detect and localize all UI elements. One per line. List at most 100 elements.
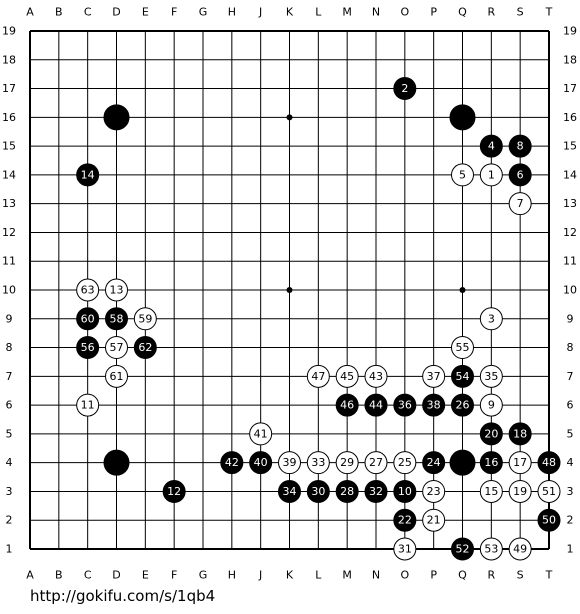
move-number: 10 (398, 485, 412, 498)
star-point (459, 287, 466, 293)
black-stone (449, 104, 476, 131)
column-label: M (342, 569, 352, 582)
move-number: 40 (254, 456, 268, 469)
black-stone (335, 479, 359, 503)
white-stone (393, 537, 417, 561)
row-label: 9 (6, 312, 13, 325)
row-label: 6 (567, 399, 574, 412)
move-number: 3 (488, 312, 495, 325)
move-number: 28 (340, 485, 354, 498)
white-stone (133, 307, 157, 331)
black-stone (451, 393, 474, 417)
move-number: 9 (488, 399, 495, 412)
row-label: 2 (567, 514, 574, 527)
black-stone (449, 449, 476, 476)
row-label: 1 (6, 543, 13, 556)
column-label: D (112, 569, 120, 582)
white-stone (364, 364, 388, 388)
column-label: G (199, 6, 208, 19)
white-stone (508, 192, 532, 216)
white-stone (105, 364, 128, 388)
black-stone (479, 422, 503, 446)
white-stone (508, 451, 532, 475)
column-label: L (315, 569, 322, 582)
white-stone (278, 451, 301, 475)
black-stone (479, 134, 503, 158)
move-number: 49 (513, 543, 527, 556)
row-label: 6 (6, 399, 13, 412)
black-stone (364, 393, 388, 417)
move-number: 8 (517, 140, 524, 153)
column-label: F (171, 6, 177, 19)
row-label: 13 (563, 197, 577, 210)
black-stone (537, 451, 561, 475)
move-number: 23 (427, 485, 441, 498)
move-number: 52 (456, 543, 470, 556)
coordinates: AABBCCDDEEFFGGHHJJKKLLMMNNOOPPQQRRSSTT19… (2, 6, 577, 582)
move-number: 15 (484, 485, 498, 498)
column-label: E (142, 6, 149, 19)
column-label: R (488, 569, 496, 582)
white-stone (479, 479, 503, 503)
black-stone (249, 451, 273, 475)
column-label: F (171, 569, 177, 582)
white-stone (76, 278, 100, 302)
move-number: 31 (398, 543, 412, 556)
column-label: C (84, 569, 92, 582)
move-number: 51 (542, 485, 556, 498)
white-stone (508, 479, 532, 503)
move-number: 57 (110, 341, 124, 354)
black-stone (508, 134, 532, 158)
move-number: 34 (283, 485, 297, 498)
move-number: 6 (517, 168, 524, 181)
row-label: 2 (6, 514, 13, 527)
move-number: 61 (110, 370, 124, 383)
black-stone (393, 77, 417, 101)
move-number: 58 (110, 312, 124, 325)
column-label: K (286, 6, 294, 19)
move-number: 39 (283, 456, 297, 469)
move-number: 56 (81, 341, 95, 354)
white-stone (364, 451, 388, 475)
row-label: 3 (6, 485, 13, 498)
black-stone (393, 479, 417, 503)
column-label: D (112, 6, 120, 19)
move-number: 4 (488, 140, 495, 153)
move-number: 19 (513, 485, 527, 498)
column-label: A (26, 569, 34, 582)
row-label: 17 (563, 82, 577, 95)
move-number: 30 (311, 485, 325, 498)
move-number: 32 (369, 485, 383, 498)
move-number: 20 (484, 427, 498, 440)
black-stone (76, 307, 100, 331)
column-label: T (545, 6, 553, 19)
black-stone (422, 393, 446, 417)
move-number: 22 (398, 514, 412, 527)
white-stone (105, 336, 128, 360)
move-number: 17 (513, 456, 527, 469)
black-stone (335, 393, 359, 417)
move-number: 38 (427, 399, 441, 412)
move-number: 12 (167, 485, 181, 498)
source-url: http://gokifu.com/s/1qb4 (30, 587, 215, 605)
black-stone (451, 364, 474, 388)
row-label: 19 (2, 25, 16, 38)
row-label: 5 (567, 427, 574, 440)
move-number: 14 (81, 168, 95, 181)
row-label: 15 (2, 140, 16, 153)
column-label: L (315, 6, 322, 19)
column-label: J (258, 569, 262, 582)
move-number: 45 (340, 370, 354, 383)
column-label: N (372, 569, 380, 582)
column-label: T (545, 569, 553, 582)
column-label: S (517, 569, 524, 582)
star-point (286, 287, 293, 293)
row-label: 16 (563, 111, 577, 124)
move-number: 5 (459, 168, 466, 181)
move-number: 41 (254, 427, 268, 440)
column-label: P (430, 569, 437, 582)
black-stone (76, 336, 100, 360)
row-label: 1 (567, 543, 574, 556)
